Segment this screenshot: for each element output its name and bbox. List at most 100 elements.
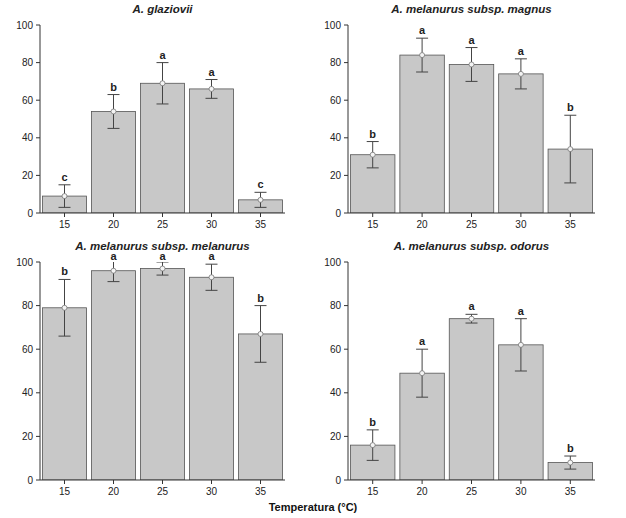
error-cap [157, 262, 169, 263]
y-tick [344, 262, 348, 263]
error-cap [157, 103, 169, 104]
x-tick [162, 480, 163, 484]
error-cap [515, 58, 527, 59]
error-bar [255, 192, 267, 207]
y-tick [36, 62, 40, 63]
error-bar [108, 95, 120, 129]
y-tick [36, 100, 40, 101]
y-tick [36, 25, 40, 26]
y-tick-label: 20 [22, 170, 34, 181]
y-axis [348, 25, 349, 213]
error-cap [564, 182, 576, 183]
significance-letter: c [257, 178, 263, 190]
x-tick-label: 20 [108, 219, 120, 230]
y-tick [344, 436, 348, 437]
x-tick-label: 30 [206, 219, 218, 230]
panel: A. glaziovii020406080100cbaac1520253035 [16, 3, 285, 230]
x-axis-label: Temperatura (°C) [269, 501, 358, 513]
error-cap [206, 98, 218, 99]
significance-letter: b [61, 265, 68, 277]
y-tick [344, 137, 348, 138]
bar [189, 89, 233, 213]
y-tick [344, 392, 348, 393]
y-tick [36, 480, 40, 481]
error-cap [255, 192, 267, 193]
x-tick-label: 25 [157, 219, 169, 230]
x-tick [471, 213, 472, 217]
x-tick-label: 20 [108, 486, 120, 497]
error-bar [206, 264, 218, 290]
error-cap [108, 281, 120, 282]
significance-letter: a [468, 34, 475, 46]
error-cap [206, 79, 218, 80]
bar [189, 277, 233, 480]
x-tick [422, 480, 423, 484]
y-tick [36, 175, 40, 176]
x-tick [471, 480, 472, 484]
plot-area [42, 262, 282, 480]
significance-letter: a [419, 335, 426, 347]
x-tick [211, 480, 212, 484]
x-tick [520, 213, 521, 217]
x-tick-label: 15 [367, 219, 379, 230]
error-cap [416, 397, 428, 398]
x-tick-label: 35 [565, 219, 577, 230]
mean-marker [568, 147, 573, 152]
significance-letter: b [110, 81, 117, 93]
error-cap [108, 94, 120, 95]
significance-letter: b [257, 292, 264, 304]
x-tick [520, 480, 521, 484]
y-axis [40, 262, 41, 480]
error-bar [206, 80, 218, 99]
error-cap [466, 323, 478, 324]
y-tick-label: 80 [22, 300, 34, 311]
x-tick-label: 35 [255, 219, 267, 230]
x-tick [162, 213, 163, 217]
significance-letter: a [419, 24, 426, 36]
y-tick [36, 349, 40, 350]
error-bar [515, 59, 527, 89]
y-tick-label: 60 [330, 95, 342, 106]
significance-letter: a [159, 250, 166, 262]
y-tick-label: 40 [22, 387, 34, 398]
y-tick [36, 436, 40, 437]
x-tick [211, 213, 212, 217]
error-bar [157, 262, 169, 275]
error-bar [255, 306, 267, 363]
x-tick [570, 213, 571, 217]
panel: A. melanurus subsp. melanurus02040608010… [16, 240, 285, 497]
x-tick-label: 35 [255, 486, 267, 497]
error-bar [515, 319, 527, 371]
error-bar [564, 115, 576, 183]
error-cap [367, 460, 379, 461]
mean-marker [258, 331, 263, 336]
bar [449, 319, 493, 480]
error-cap [255, 305, 267, 306]
error-cap [564, 115, 576, 116]
y-tick-label: 0 [27, 208, 33, 219]
mean-marker [209, 275, 214, 280]
error-cap [367, 141, 379, 142]
significance-letter: a [468, 300, 475, 312]
y-tick-label: 20 [330, 431, 342, 442]
mean-marker [568, 460, 573, 465]
y-tick [344, 100, 348, 101]
mean-marker [258, 197, 263, 202]
error-cap [416, 38, 428, 39]
x-tick-label: 20 [417, 486, 429, 497]
mean-marker [111, 268, 116, 273]
error-cap [59, 279, 71, 280]
figure: A. glaziovii020406080100cbaac1520253035A… [0, 0, 626, 518]
panel: A. melanurus subsp. odorus020406080100ba… [324, 240, 595, 497]
error-cap [466, 314, 478, 315]
x-tick-label: 20 [417, 219, 429, 230]
y-tick [36, 305, 40, 306]
y-tick-label: 100 [324, 257, 341, 268]
error-cap [206, 264, 218, 265]
mean-marker [420, 371, 425, 376]
x-tick [570, 480, 571, 484]
mean-marker [160, 81, 165, 86]
panel-title: A. melanurus subsp. magnus [390, 3, 551, 15]
y-tick-label: 0 [335, 208, 341, 219]
error-bar [416, 38, 428, 72]
